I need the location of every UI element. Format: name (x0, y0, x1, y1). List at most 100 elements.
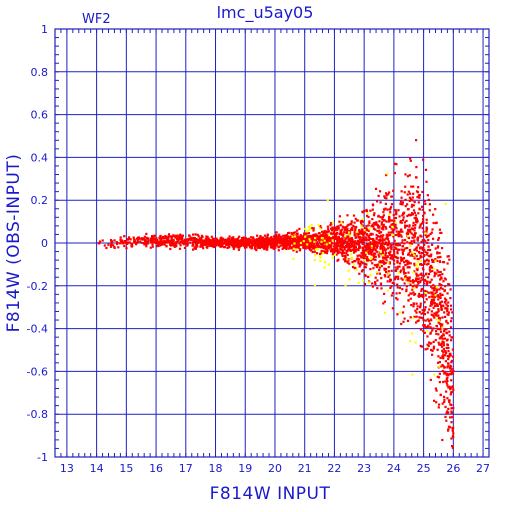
data-point (336, 225, 339, 228)
data-point (270, 242, 273, 245)
data-point (197, 235, 200, 238)
data-point (424, 325, 427, 329)
data-point (323, 230, 326, 233)
data-point (446, 255, 449, 258)
data-point (287, 247, 290, 250)
data-point (211, 241, 214, 244)
data-point (164, 237, 167, 240)
data-point (429, 304, 432, 307)
data-point (434, 313, 437, 316)
data-point (144, 240, 147, 243)
data-point (394, 209, 397, 212)
data-point (383, 247, 386, 250)
data-point (382, 261, 385, 264)
data-point (338, 215, 341, 218)
data-point (133, 240, 136, 244)
data-point (103, 244, 106, 247)
data-point (394, 233, 397, 237)
data-point (331, 253, 334, 256)
data-point (385, 220, 388, 223)
data-point (432, 213, 435, 216)
data-point (363, 210, 366, 213)
data-point (107, 243, 110, 246)
data-point (387, 220, 390, 223)
data-point (440, 284, 443, 287)
data-point (390, 254, 393, 257)
data-point (221, 237, 224, 240)
data-point (175, 241, 178, 244)
data-point (399, 220, 402, 223)
data-point (430, 342, 433, 345)
data-point (179, 244, 182, 247)
data-point (310, 238, 313, 241)
data-point (421, 227, 424, 230)
data-point (281, 238, 284, 241)
data-point (303, 234, 306, 237)
data-point (404, 272, 407, 275)
data-point (395, 163, 398, 166)
data-point (255, 249, 258, 252)
data-point (381, 218, 384, 221)
data-point (383, 262, 386, 265)
data-point (414, 214, 417, 217)
data-point (347, 248, 350, 251)
data-point (171, 236, 174, 239)
data-point (437, 355, 440, 358)
data-point (356, 248, 359, 251)
data-point (377, 235, 380, 238)
data-point (416, 220, 419, 223)
data-point (179, 233, 182, 236)
data-point (422, 262, 425, 266)
data-point (411, 279, 415, 282)
data-point (316, 241, 319, 244)
data-point (375, 265, 378, 269)
data-point (445, 390, 448, 393)
data-point (431, 329, 434, 332)
data-point (361, 220, 365, 223)
data-point (409, 228, 412, 231)
data-point (385, 192, 388, 195)
data-point (364, 231, 367, 234)
data-point (338, 241, 341, 244)
data-point (365, 228, 368, 232)
data-point (287, 235, 290, 238)
data-point (398, 215, 401, 218)
data-point (305, 230, 308, 233)
data-point (130, 242, 133, 245)
data-point (437, 298, 440, 301)
data-point (392, 189, 395, 192)
data-point (357, 243, 360, 246)
data-point (233, 246, 236, 249)
data-point (315, 252, 319, 255)
data-point (332, 235, 335, 238)
data-point (208, 242, 211, 245)
data-point (449, 326, 453, 329)
data-point (433, 271, 436, 274)
data-point (346, 243, 349, 246)
data-point (367, 235, 370, 238)
data-point (408, 276, 411, 279)
data-point (443, 337, 446, 340)
data-point (305, 237, 309, 240)
data-point (411, 203, 414, 206)
data-point (450, 411, 453, 415)
data-point (293, 240, 296, 243)
data-point (233, 240, 236, 243)
data-point (447, 349, 450, 353)
y-tick-label: -0.4 (27, 323, 48, 336)
data-point (276, 240, 279, 243)
data-point (129, 238, 132, 241)
data-point (364, 245, 367, 248)
data-point (330, 250, 333, 253)
data-point (431, 243, 434, 246)
data-point (394, 269, 397, 272)
data-point (266, 239, 269, 242)
data-point (365, 251, 368, 254)
data-point (367, 281, 370, 284)
data-point (346, 214, 349, 217)
data-point (441, 293, 444, 296)
data-point (203, 242, 206, 245)
data-point (387, 266, 390, 269)
y-tick-label: 0.4 (31, 151, 49, 164)
